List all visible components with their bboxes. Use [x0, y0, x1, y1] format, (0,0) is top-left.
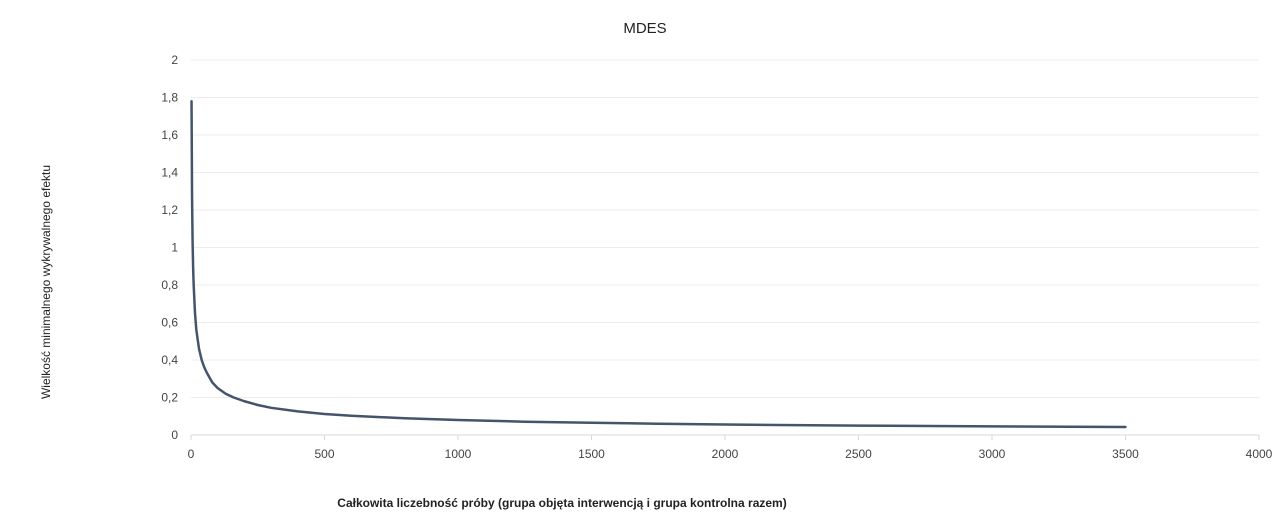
chart-title: MDES	[623, 20, 666, 37]
x-tick-label: 0	[188, 447, 195, 461]
y-tick-label: 1,4	[161, 166, 178, 180]
y-tick-label: 1	[171, 241, 178, 255]
x-tick-label: 500	[314, 447, 334, 461]
x-tick-label: 3000	[979, 447, 1006, 461]
series-layer	[190, 100, 1127, 429]
grid-lines	[191, 59, 1259, 398]
y-tick-label: 2	[171, 53, 178, 67]
x-tick-label: 1500	[578, 447, 605, 461]
y-tick-label: 0,6	[161, 316, 178, 330]
x-tick-label: 2500	[845, 447, 872, 461]
x-axis-label: Całkowita liczebność próby (grupa objęta…	[337, 496, 786, 510]
y-tick-label: 0,2	[161, 391, 178, 405]
y-tick-label: 0,4	[161, 353, 178, 367]
x-tick-label: 2000	[712, 447, 739, 461]
y-tick-label: 0,8	[161, 278, 178, 292]
x-axis-ticks: 0 500 1000 1500 2000 2500 3000 3500 4000	[188, 447, 1273, 461]
x-tick-label: 4000	[1246, 447, 1273, 461]
y-tick-label: 1,8	[161, 91, 178, 105]
x-tick-label: 1000	[445, 447, 472, 461]
y-tick-label: 1,2	[161, 203, 178, 217]
y-tick-label: 1,6	[161, 128, 178, 142]
y-axis-ticks: 0 0,2 0,4 0,6 0,8 1 1,2 1,4 1,6 1,8 2	[161, 53, 178, 442]
axes	[190, 434, 1260, 440]
series-line-0	[190, 100, 1127, 429]
y-axis-label: Wielkość minimalnego wykrywalnego efektu	[39, 165, 53, 399]
x-tick-label: 3500	[1112, 447, 1139, 461]
y-tick-label: 0	[171, 428, 178, 442]
